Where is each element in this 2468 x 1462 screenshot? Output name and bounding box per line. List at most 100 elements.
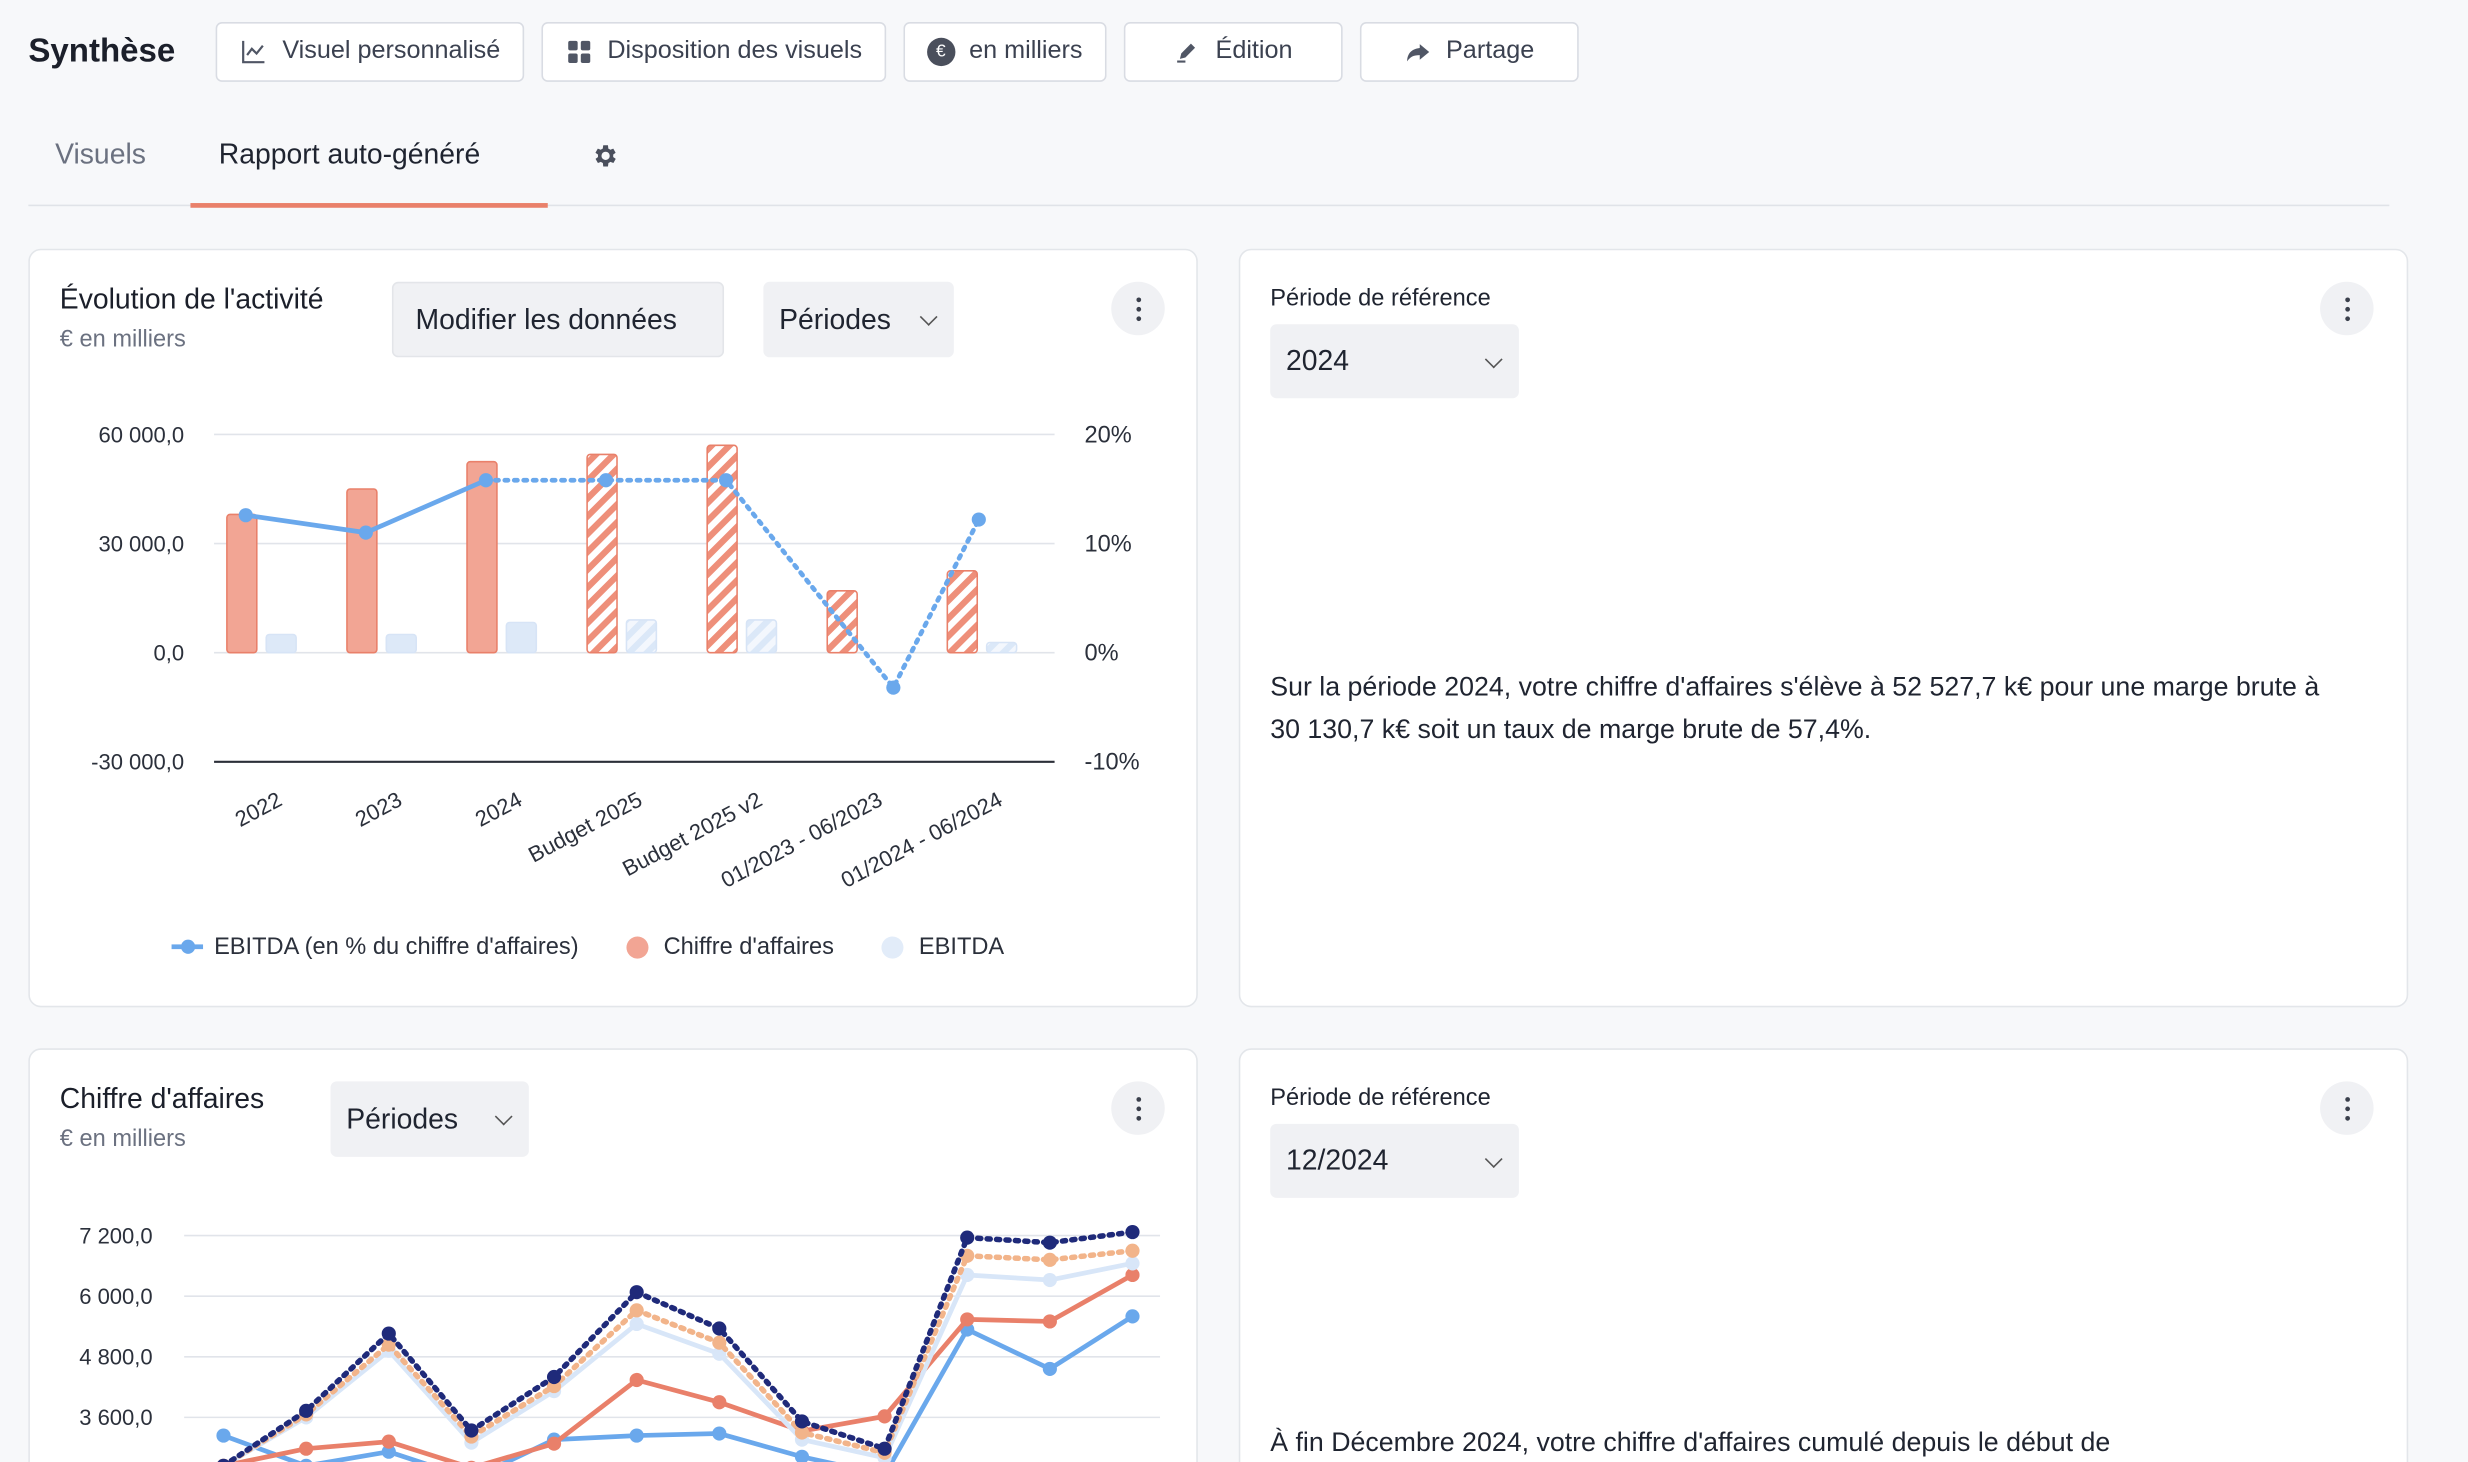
series-point: [629, 1372, 644, 1388]
share-button[interactable]: Partage: [1359, 22, 1579, 82]
series-point: [960, 1230, 975, 1245]
y-tick-label: -30 000,0: [91, 750, 184, 775]
reference-period-select[interactable]: 2024: [1270, 324, 1519, 399]
series-point: [546, 1436, 562, 1451]
series-point: [1125, 1224, 1140, 1240]
y-tick-label: 6 000,0: [79, 1284, 152, 1309]
periods-select[interactable]: Périodes: [763, 281, 954, 358]
y2-tick-label: 10%: [1084, 531, 1131, 557]
layout-label: Disposition des visuels: [607, 37, 863, 65]
reference-card-menu-button[interactable]: [2320, 1081, 2374, 1135]
edit-label: Édition: [1215, 37, 1293, 65]
custom-visual-button[interactable]: Visuel personnalisé: [216, 22, 524, 82]
series-point: [1125, 1243, 1140, 1258]
share-label: Partage: [1446, 37, 1535, 65]
bar-chiffre-affaires: [226, 513, 258, 654]
y-tick-label: 3 600,0: [79, 1405, 152, 1430]
y2-tick-label: 0%: [1084, 641, 1118, 667]
reference-card-menu-button[interactable]: [2320, 281, 2374, 336]
reference-card-1: Période de référence 2024 Sur la période…: [1238, 248, 2409, 1008]
reference-period-label: Période de référence: [1270, 1084, 1491, 1112]
series-point: [794, 1414, 810, 1429]
reference-period-value: 12/2024: [1285, 1144, 1389, 1176]
series-point: [629, 1303, 644, 1318]
point-ebitda-percent: [478, 473, 493, 488]
y-tick-label: 0,0: [154, 641, 185, 666]
y-tick-label: 7 200,0: [79, 1223, 152, 1248]
series-point: [712, 1426, 727, 1441]
units-button[interactable]: € en milliers: [903, 22, 1107, 82]
revenue-periods-label: Périodes: [346, 1102, 459, 1135]
active-tab-indicator: [190, 203, 548, 208]
series-line: [230, 1272, 1134, 1462]
bar-chiffre-affaires: [466, 460, 498, 654]
series-point: [1125, 1267, 1140, 1283]
dot-legend-marker: [881, 935, 904, 958]
point-ebitda-percent: [971, 512, 986, 527]
series-point: [1042, 1235, 1057, 1250]
revenue-card-subtitle: € en milliers: [59, 1125, 186, 1153]
point-ebitda-percent: [238, 508, 253, 523]
revenue-periods-select[interactable]: Périodes: [330, 1081, 529, 1157]
tab-visuels[interactable]: Visuels: [55, 138, 146, 170]
series-point: [300, 1458, 313, 1462]
series-point: [546, 1369, 562, 1385]
bar-chiffre-affaires: [586, 453, 618, 654]
series-point: [794, 1449, 810, 1462]
share-icon: [1404, 38, 1432, 66]
point-ebitda-percent: [358, 525, 373, 540]
series-line: [225, 1261, 1133, 1462]
activity-card-menu-button[interactable]: [1111, 281, 1165, 336]
line-chart-icon: [240, 38, 268, 66]
gear-icon[interactable]: [590, 142, 618, 170]
revenue-card-title: Chiffre d'affaires: [59, 1082, 265, 1115]
bar-chiffre-affaires: [946, 570, 979, 654]
series-line: [224, 1247, 1136, 1462]
series-point: [1042, 1361, 1057, 1376]
activity-legend: EBITDA (en % du chiffre d'affaires) Chif…: [171, 933, 1052, 960]
series-point: [1125, 1309, 1140, 1324]
pen-icon: [1173, 38, 1201, 66]
series-point: [794, 1425, 810, 1440]
bar-chiffre-affaires: [346, 488, 378, 654]
series-point: [299, 1441, 314, 1456]
toolbar: Synthèse Visuel personnalisé Disposition…: [28, 22, 1595, 82]
chevron-down-icon: [1484, 349, 1503, 368]
legend-ebitda-percent[interactable]: EBITDA (en % du chiffre d'affaires): [171, 933, 579, 960]
y2-tick-label: -10%: [1084, 750, 1139, 776]
series-point: [217, 1458, 230, 1462]
edit-data-button[interactable]: Modifier les données: [391, 281, 725, 358]
reference-period-select[interactable]: 12/2024: [1270, 1123, 1519, 1198]
activity-card-title: Évolution de l'activité: [59, 283, 324, 315]
series-point: [464, 1423, 479, 1438]
bar-ebitda: [745, 619, 778, 654]
layout-button[interactable]: Disposition des visuels: [541, 22, 886, 82]
tab-bar: Visuels Rapport auto-généré: [28, 123, 2390, 208]
y-tick-label: 30 000,0: [98, 531, 184, 556]
euro-icon: €: [926, 37, 955, 67]
series-point: [381, 1326, 396, 1341]
series-point: [712, 1321, 727, 1336]
x-tick-label: 2022: [231, 787, 286, 832]
legend-ebitda[interactable]: EBITDA: [881, 933, 1004, 960]
series-point: [1042, 1252, 1057, 1267]
point-ebitda-percent: [886, 680, 901, 695]
series-point: [381, 1434, 396, 1449]
y2-tick-label: 20%: [1084, 422, 1131, 448]
series-point: [629, 1428, 644, 1443]
bar-ebitda: [625, 619, 658, 654]
revenue-card-menu-button[interactable]: [1111, 1081, 1165, 1135]
y-tick-label: 60 000,0: [98, 422, 184, 447]
line-legend-marker: [171, 939, 204, 954]
activity-chart: 60 000,0 30 000,0 0,0 -30 000,0 20% 10% 0% -10%…: [91, 422, 1139, 892]
series-point: [299, 1403, 314, 1418]
legend-chiffre-affaires[interactable]: Chiffre d'affaires: [625, 933, 834, 960]
custom-visual-label: Visuel personnalisé: [282, 37, 501, 65]
edit-button[interactable]: Édition: [1123, 22, 1343, 82]
chevron-down-icon: [1484, 1149, 1503, 1168]
series-point: [1042, 1314, 1057, 1329]
auto-report-text: Sur la période 2024, votre chiffre d'aff…: [1270, 672, 2320, 745]
series-point: [877, 1441, 892, 1456]
tab-rapport-auto-genere[interactable]: Rapport auto-généré: [218, 138, 481, 170]
auto-report-text: À fin Décembre 2024, votre chiffre d'aff…: [1270, 1427, 2111, 1458]
